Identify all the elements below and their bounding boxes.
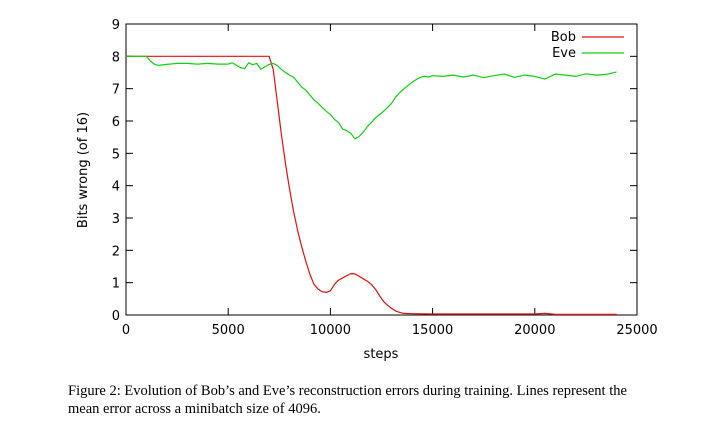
legend-label-eve: Eve [552,46,576,61]
x-tick-label: 5000 [212,323,245,338]
x-axis-title: steps [364,347,399,362]
figure-caption: Figure 2: Evolution of Bob’s and Eve’s r… [68,382,700,418]
series-line-bob [126,55,617,315]
y-tick-label: 6 [112,115,120,130]
legend-label-bob: Bob [551,30,576,45]
caption-line-1: Figure 2: Evolution of Bob’s and Eve’s r… [68,383,627,399]
x-axis: 0 5000 10000 15000 20000 25000 [122,24,658,338]
y-tick-label: 8 [112,50,120,65]
y-axis: 0 1 2 3 4 5 6 7 8 9 [112,18,637,324]
x-tick-label: 0 [122,323,130,338]
y-tick-label: 3 [112,212,120,227]
x-tick-label: 25000 [616,323,657,338]
plot-frame [125,23,638,316]
line-chart: 0 1 2 3 4 5 6 7 8 9 0 5000 10000 15000 20000 25000 ste… [76,18,658,362]
x-tick-label: 20000 [514,323,555,338]
y-tick-label: 1 [112,277,120,292]
series-line-eve [126,55,617,140]
y-tick-label: 7 [112,83,120,98]
y-tick-label: 9 [112,18,120,33]
y-tick-label: 2 [112,244,120,259]
series-layer [126,55,617,315]
x-tick-label: 10000 [310,323,351,338]
y-axis-title: Bits wrong (of 16) [76,112,91,228]
caption-line-2: mean error across a minibatch size of 40… [68,401,321,417]
y-tick-label: 4 [112,180,120,195]
y-tick-label: 5 [112,147,120,162]
y-tick-label: 0 [112,309,120,324]
x-tick-label: 15000 [412,323,453,338]
